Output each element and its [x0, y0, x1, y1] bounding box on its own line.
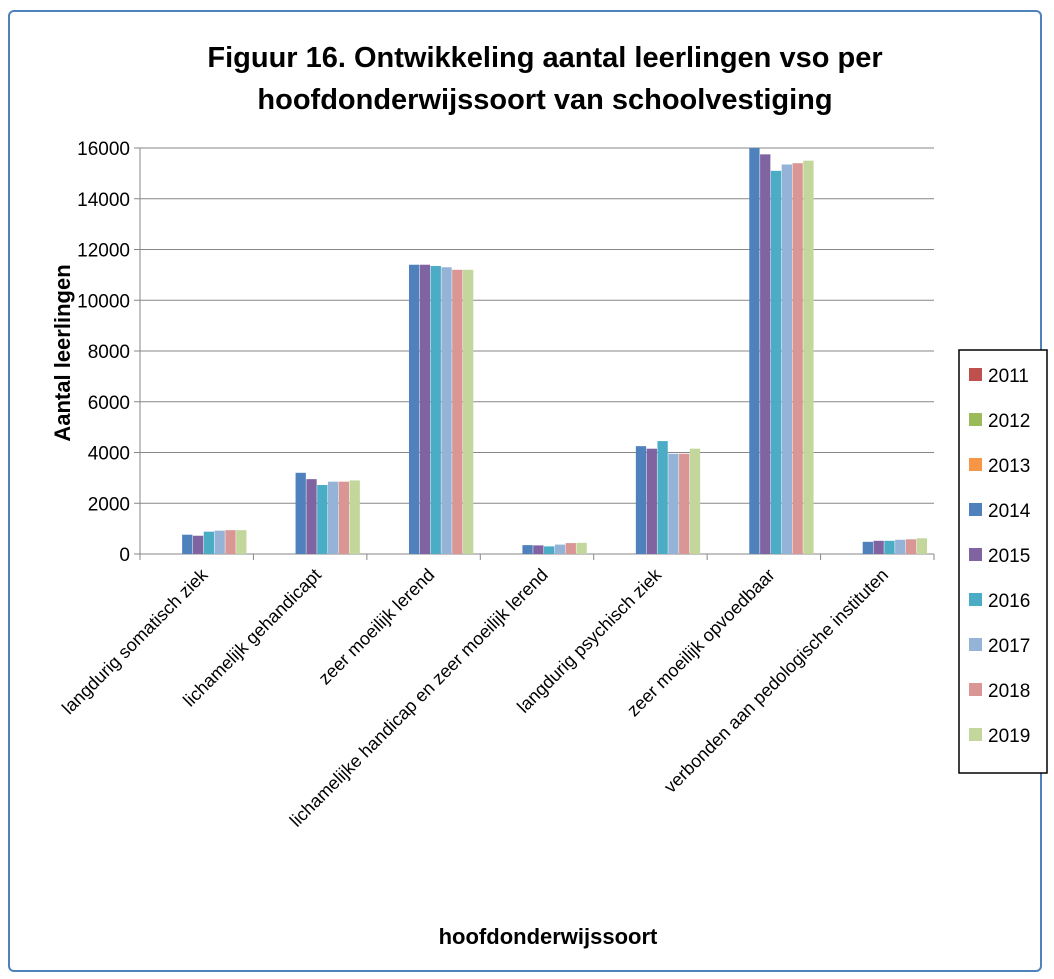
bar-2018: [565, 543, 576, 554]
bar-2014: [182, 534, 193, 554]
legend: 2011 2012 2013 2014 2015 2016 2017 2018 2019: [958, 349, 1048, 774]
chart-title-line-1: Figuur 16. Ontwikkeling aantal leerlinge…: [207, 42, 882, 74]
bar-2016: [430, 265, 441, 554]
legend-swatch-2011: [969, 368, 982, 381]
bar-2016: [657, 441, 668, 554]
legend-label-2011: 2011: [988, 366, 1029, 387]
legend-swatch-2018: [969, 683, 982, 696]
legend-swatch-2013: [969, 458, 982, 471]
bar-2019: [349, 480, 360, 554]
legend-swatch-2015: [969, 548, 982, 561]
bar-2018: [225, 530, 236, 554]
bar-2015: [306, 479, 317, 554]
legend-label-2019: 2019: [988, 726, 1030, 747]
bar-2015: [533, 545, 544, 554]
legend-label-2017: 2017: [988, 636, 1030, 657]
bar-2018: [338, 481, 350, 554]
legend-label-2012: 2012: [988, 411, 1030, 432]
y-axis-title: Aantal leerlingen: [50, 264, 75, 441]
legend-swatch-2014: [969, 503, 982, 516]
bar-2015: [873, 540, 884, 554]
gridlines: [140, 147, 934, 504]
bar-2018: [792, 163, 803, 554]
legend-swatch-2017: [969, 638, 982, 651]
x-tick-label: zeer moeilijk lerend: [315, 565, 439, 689]
bar-2019: [576, 542, 587, 554]
y-tick-label: 10000: [77, 291, 130, 312]
bar-2016: [544, 546, 555, 554]
legend-label-2016: 2016: [988, 591, 1030, 612]
bar-2014: [635, 446, 647, 554]
bar-2017: [214, 530, 225, 554]
bars: [182, 148, 928, 554]
bar-2014: [749, 148, 760, 554]
legend-swatch-2019: [969, 728, 982, 741]
bar-2019: [803, 160, 814, 554]
y-tick-label: 12000: [77, 241, 130, 262]
bar-2018: [452, 269, 463, 554]
bar-2015: [419, 264, 431, 554]
x-tick-label: verbonden aan pedologische instituten: [660, 565, 892, 797]
y-tick-label: 6000: [88, 393, 130, 414]
bar-2017: [895, 539, 906, 554]
bar-2019: [463, 269, 474, 554]
bar-2017: [554, 544, 566, 554]
bar-2015: [760, 154, 771, 554]
bar-2017: [668, 453, 679, 554]
legend-label-2015: 2015: [988, 546, 1030, 567]
y-tick-label: 16000: [77, 139, 130, 160]
bar-2014: [862, 541, 874, 554]
bar-2015: [646, 448, 657, 554]
bar-2016: [203, 531, 215, 554]
bar-2018: [679, 453, 690, 554]
legend-label-2018: 2018: [988, 681, 1030, 702]
axes: [134, 147, 935, 560]
y-tick-labels: 0 2000 4000 6000 8000 10000 12000 14000 16000: [77, 139, 130, 566]
bar-2015: [192, 535, 204, 554]
x-tick-label: lichamelijke handicap en zeer moeilijk l…: [286, 565, 552, 831]
bar-2018: [905, 539, 917, 554]
bar-2014: [522, 545, 533, 554]
legend-label-2014: 2014: [988, 501, 1031, 522]
bar-2016: [317, 484, 328, 554]
bar-2016: [770, 170, 782, 554]
bar-2017: [781, 164, 792, 554]
bar-2016: [884, 540, 895, 554]
y-tick-label: 8000: [88, 342, 130, 363]
bar-2019: [916, 538, 928, 554]
bar-2019: [236, 530, 247, 554]
chart-title-line-2: hoofdonderwijssoort van schoolvestiging: [257, 84, 832, 116]
x-axis-title: hoofdonderwijssoort: [439, 924, 658, 949]
bar-2014: [408, 264, 420, 554]
chart-frame: [8, 10, 1042, 972]
y-tick-label: 2000: [88, 494, 130, 515]
y-tick-label: 4000: [88, 444, 130, 465]
legend-swatch-2016: [969, 593, 982, 606]
y-tick-label: 14000: [77, 190, 130, 211]
bar-2017: [441, 267, 452, 554]
bar-2019: [689, 448, 701, 554]
legend-swatch-2012: [969, 413, 982, 426]
bar-2017: [327, 481, 339, 554]
y-tick-label: 0: [119, 545, 130, 566]
legend-label-2013: 2013: [988, 456, 1030, 477]
bar-2014: [295, 472, 306, 554]
